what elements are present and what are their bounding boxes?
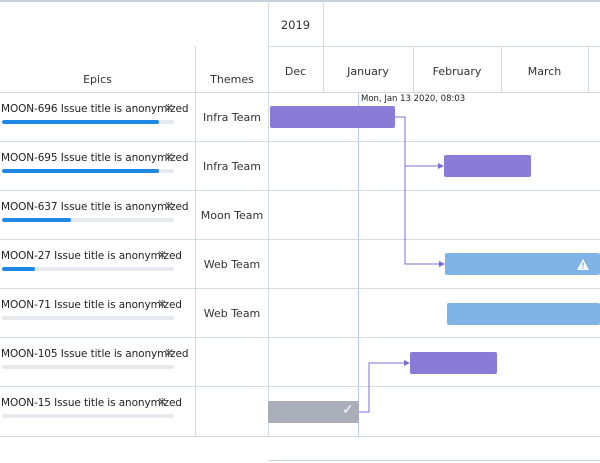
theme-label[interactable]: Infra Team xyxy=(203,111,261,124)
close-icon[interactable]: ✕ xyxy=(164,101,175,115)
epic-bar-moon-27[interactable] xyxy=(445,253,600,275)
progress-bar xyxy=(2,316,174,320)
epic-row[interactable]: MOON-696 Issue title is anonymized ✕ xyxy=(0,93,195,142)
theme-label[interactable]: Web Team xyxy=(203,307,261,320)
epic-title[interactable]: MOON-695 Issue title is anonymized xyxy=(1,152,189,164)
epic-title[interactable]: MOON-637 Issue title is anonymized xyxy=(1,201,189,213)
epic-row[interactable]: MOON-71 Issue title is anonymized ✕ xyxy=(0,289,195,338)
epics-column-header[interactable]: Epics xyxy=(83,73,112,86)
close-icon[interactable]: ✕ xyxy=(157,297,168,311)
progress-bar xyxy=(2,365,174,369)
themes-column-header[interactable]: Themes xyxy=(210,73,254,86)
epic-title[interactable]: MOON-15 Issue title is anonymized xyxy=(1,397,182,409)
month-label-february: February xyxy=(432,65,482,78)
theme-label[interactable]: Moon Team xyxy=(200,209,264,222)
warning-icon xyxy=(577,259,589,270)
year-label: 2019 xyxy=(280,18,311,32)
close-icon[interactable]: ✕ xyxy=(164,150,175,164)
progress-fill xyxy=(2,169,159,173)
month-label-march: March xyxy=(527,65,562,78)
close-icon[interactable]: ✕ xyxy=(157,395,168,409)
epic-bar-moon-696[interactable] xyxy=(270,106,395,128)
theme-label[interactable]: Web Team xyxy=(203,258,261,271)
progress-fill xyxy=(2,120,159,124)
progress-bar xyxy=(2,169,174,173)
epic-title[interactable]: MOON-105 Issue title is anonymized xyxy=(1,348,189,360)
theme-label[interactable]: Infra Team xyxy=(203,160,261,173)
epic-bar-moon-71[interactable] xyxy=(447,303,600,325)
epic-row[interactable]: MOON-15 Issue title is anonymized ✕ xyxy=(0,387,195,436)
checkmark-icon: ✓ xyxy=(342,402,354,418)
epic-row[interactable]: MOON-695 Issue title is anonymized ✕ xyxy=(0,142,195,191)
month-label-january: January xyxy=(347,65,389,78)
epic-row[interactable]: MOON-27 Issue title is anonymized ✕ xyxy=(0,240,195,289)
epic-bar-moon-105[interactable] xyxy=(410,352,497,374)
progress-bar xyxy=(2,120,174,124)
epic-title[interactable]: MOON-71 Issue title is anonymized xyxy=(1,299,182,311)
date-tooltip: Mon, Jan 13 2020, 08:03 xyxy=(361,94,466,104)
close-icon[interactable]: ✕ xyxy=(157,248,168,262)
close-icon[interactable]: ✕ xyxy=(164,346,175,360)
epic-bar-moon-695[interactable] xyxy=(444,155,531,177)
epic-title[interactable]: MOON-696 Issue title is anonymized xyxy=(1,103,189,115)
month-label-dec: Dec xyxy=(284,65,307,78)
epic-bar-moon-15[interactable]: ✓ xyxy=(268,401,359,423)
epic-row[interactable]: MOON-105 Issue title is anonymized ✕ xyxy=(0,338,195,387)
progress-bar xyxy=(2,218,174,222)
epic-row[interactable]: MOON-637 Issue title is anonymized ✕ xyxy=(0,191,195,240)
progress-bar xyxy=(2,414,174,418)
progress-fill xyxy=(2,218,71,222)
close-icon[interactable]: ✕ xyxy=(164,199,175,213)
progress-bar xyxy=(2,267,174,271)
progress-fill xyxy=(2,267,35,271)
epic-title[interactable]: MOON-27 Issue title is anonymized xyxy=(1,250,182,262)
